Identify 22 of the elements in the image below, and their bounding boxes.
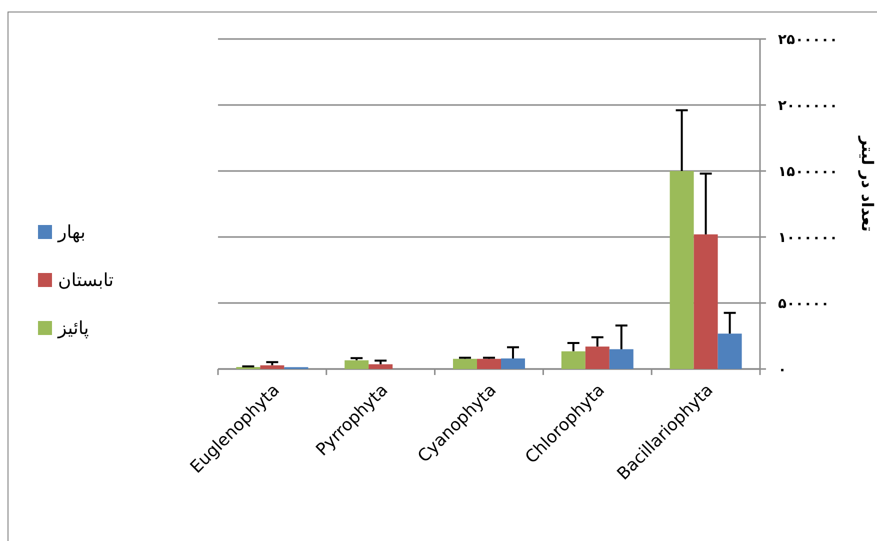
y-tick-label: ۲۰۰۰۰۰۰	[778, 98, 838, 114]
bar	[368, 364, 393, 369]
y-tick-label: ۵۰۰۰۰۰	[778, 296, 830, 312]
bar	[260, 365, 284, 369]
bar	[718, 334, 742, 369]
bar	[694, 234, 718, 369]
bar	[670, 171, 694, 369]
bar	[477, 358, 501, 369]
y-axis-title: تعداد در لیتر	[858, 135, 877, 232]
y-tick-label: ۱۰۰۰۰۰۰	[778, 230, 838, 246]
bar	[585, 346, 610, 369]
y-tick-label: ۱۵۰۰۰۰۰	[778, 164, 838, 180]
y-tick-label: ۲۵۰۰۰۰۰	[778, 32, 838, 48]
legend-label: تابستان	[58, 270, 114, 291]
bar	[501, 358, 525, 369]
legend-label: پائیز	[57, 318, 89, 339]
y-tick-label: ۰	[778, 362, 787, 378]
bar	[453, 358, 477, 369]
legend-label: بهار	[57, 222, 86, 243]
bar	[609, 349, 634, 369]
bar	[561, 351, 586, 369]
bar	[344, 360, 369, 369]
